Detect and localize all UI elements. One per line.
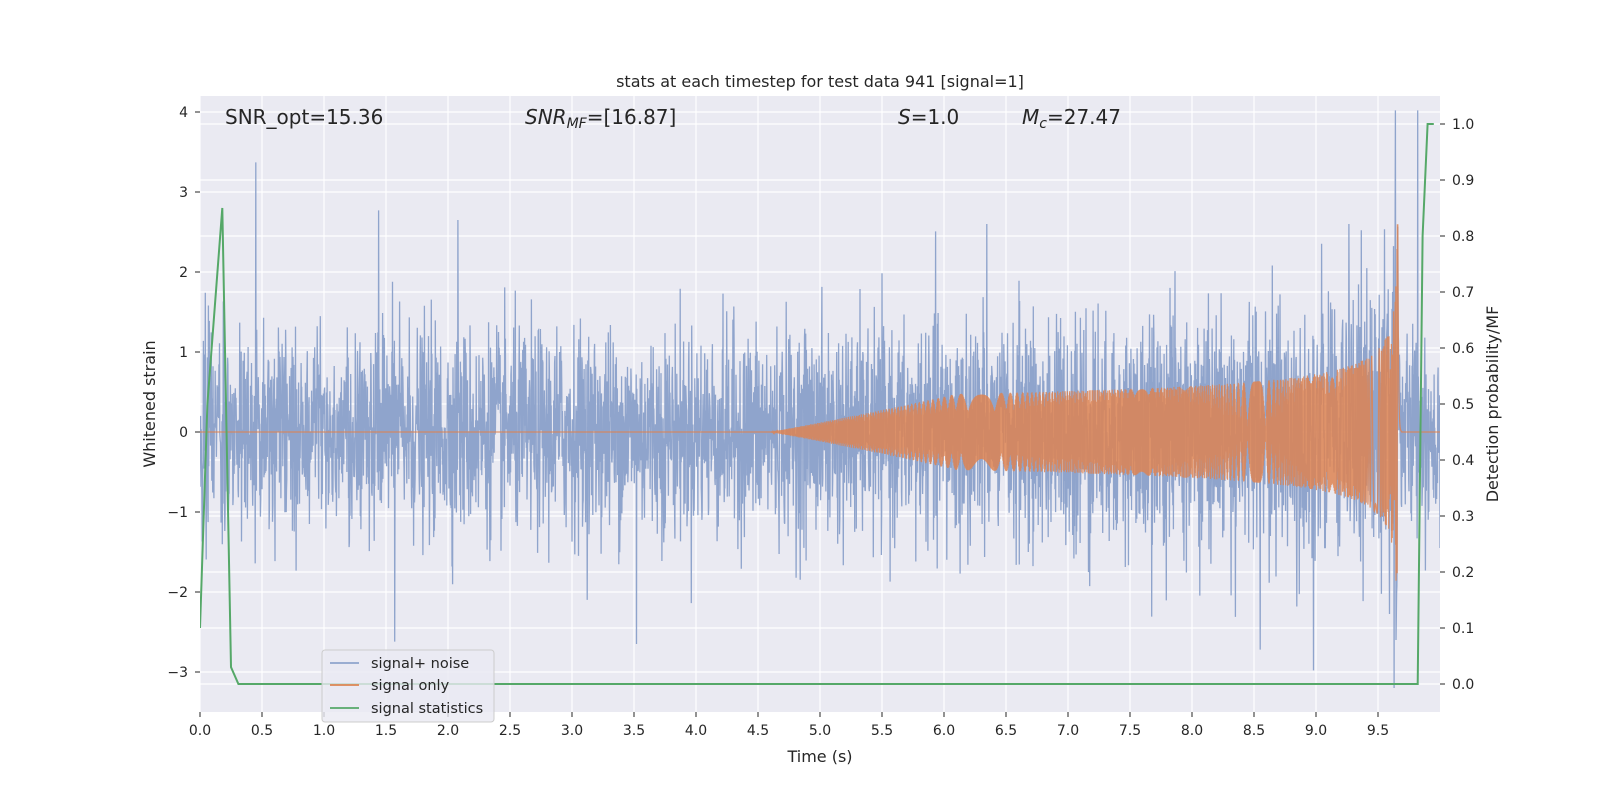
- y-left-tick-label-5: 2: [179, 265, 188, 281]
- y-right-tick-label-4: 0.4: [1452, 453, 1474, 469]
- legend-label-signal-statistics: signal statistics: [371, 701, 483, 717]
- data-layer: [200, 110, 1440, 689]
- x-tick-label-3: 1.5: [375, 723, 397, 739]
- y-right-tick-label-5: 0.5: [1452, 397, 1474, 413]
- y-right-tick-label-10: 1.0: [1452, 117, 1474, 133]
- annotation-snr-opt: SNR_opt=15.36: [225, 105, 383, 129]
- y-right-axis-ticks: 0.0 0.1 0.2 0.3 0.4 0.5 0.6 0.7 0.8 0.9 1.0: [1440, 117, 1474, 693]
- y-left-tick-label-6: 3: [179, 185, 188, 201]
- y-right-tick-label-2: 0.2: [1452, 565, 1474, 581]
- mc-subscript: c: [1039, 116, 1047, 132]
- snr-mf-subscript: MF: [567, 116, 588, 132]
- y-left-axis-label: Whitened strain: [140, 340, 159, 467]
- snr-mf-value: =[16.87]: [587, 105, 677, 129]
- snr-mf-base: SNR: [525, 105, 567, 129]
- x-axis-ticks: 0.0 0.5 1.0 1.5 2.0 2.5 3.0 3.5 4.0 4.5 5.0 5.5 6.0 6…: [189, 712, 1389, 739]
- x-tick-label-11: 5.5: [871, 723, 893, 739]
- signal-only-line: [200, 224, 1440, 581]
- annotations: SNR_opt=15.36 SNRMF=[16.87] S=1.0 Mc=27.…: [225, 105, 1121, 132]
- x-tick-label-10: 5.0: [809, 723, 831, 739]
- y-right-tick-label-7: 0.7: [1452, 285, 1474, 301]
- y-right-tick-label-6: 0.6: [1452, 341, 1474, 357]
- x-tick-label-16: 8.0: [1181, 723, 1203, 739]
- y-left-tick-label-0: −3: [167, 665, 188, 681]
- x-tick-label-15: 7.5: [1119, 723, 1141, 739]
- x-tick-label-13: 6.5: [995, 723, 1017, 739]
- x-tick-label-0: 0.0: [189, 723, 211, 739]
- y-right-tick-label-9: 0.9: [1452, 173, 1474, 189]
- x-tick-label-17: 8.5: [1243, 723, 1265, 739]
- y-left-tick-label-4: 1: [179, 345, 188, 361]
- signal-statistics-line: [200, 123, 1434, 685]
- y-left-tick-label-2: −1: [167, 505, 188, 521]
- x-tick-label-7: 3.5: [623, 723, 645, 739]
- legend: signal+ noise signal only signal statist…: [321, 649, 495, 723]
- x-tick-label-12: 6.0: [933, 723, 955, 739]
- legend-label-signal-only: signal only: [371, 678, 450, 694]
- y-left-tick-label-7: 4: [179, 105, 188, 121]
- y-right-axis-label: Detection probability/MF: [1483, 306, 1502, 503]
- s-value: =1.0: [911, 105, 960, 129]
- annotation-s: S=1.0: [898, 105, 959, 129]
- y-left-tick-label-1: −2: [167, 585, 188, 601]
- y-right-tick-label-0: 0.0: [1452, 677, 1474, 693]
- x-axis-label: Time (s): [786, 747, 852, 766]
- y-right-tick-label-8: 0.8: [1452, 229, 1474, 245]
- x-tick-label-8: 4.0: [685, 723, 707, 739]
- x-tick-label-2: 1.0: [313, 723, 335, 739]
- y-left-axis-ticks: −3 −2 −1 0 1 2 3 4: [167, 105, 200, 681]
- y-left-tick-label-3: 0: [179, 425, 188, 441]
- legend-label-signal-plus-noise: signal+ noise: [371, 656, 469, 672]
- x-tick-label-5: 2.5: [499, 723, 521, 739]
- legend-box: [321, 649, 495, 723]
- s-variable: S: [898, 105, 911, 129]
- x-tick-label-6: 3.0: [561, 723, 583, 739]
- x-tick-label-4: 2.0: [437, 723, 459, 739]
- mc-value: =27.47: [1047, 105, 1121, 129]
- mc-variable: M: [1022, 105, 1039, 129]
- y-right-tick-label-1: 0.1: [1452, 621, 1474, 637]
- x-tick-label-14: 7.0: [1057, 723, 1079, 739]
- chart-title: stats at each timestep for test data 941…: [616, 72, 1024, 91]
- x-tick-label-19: 9.5: [1367, 723, 1389, 739]
- annotation-snr-mf: SNRMF=[16.87]: [525, 105, 676, 132]
- y-right-tick-label-3: 0.3: [1452, 509, 1474, 525]
- annotation-mc: Mc=27.47: [1022, 105, 1121, 132]
- x-tick-label-18: 9.0: [1305, 723, 1327, 739]
- x-tick-label-1: 0.5: [251, 723, 273, 739]
- x-tick-label-9: 4.5: [747, 723, 769, 739]
